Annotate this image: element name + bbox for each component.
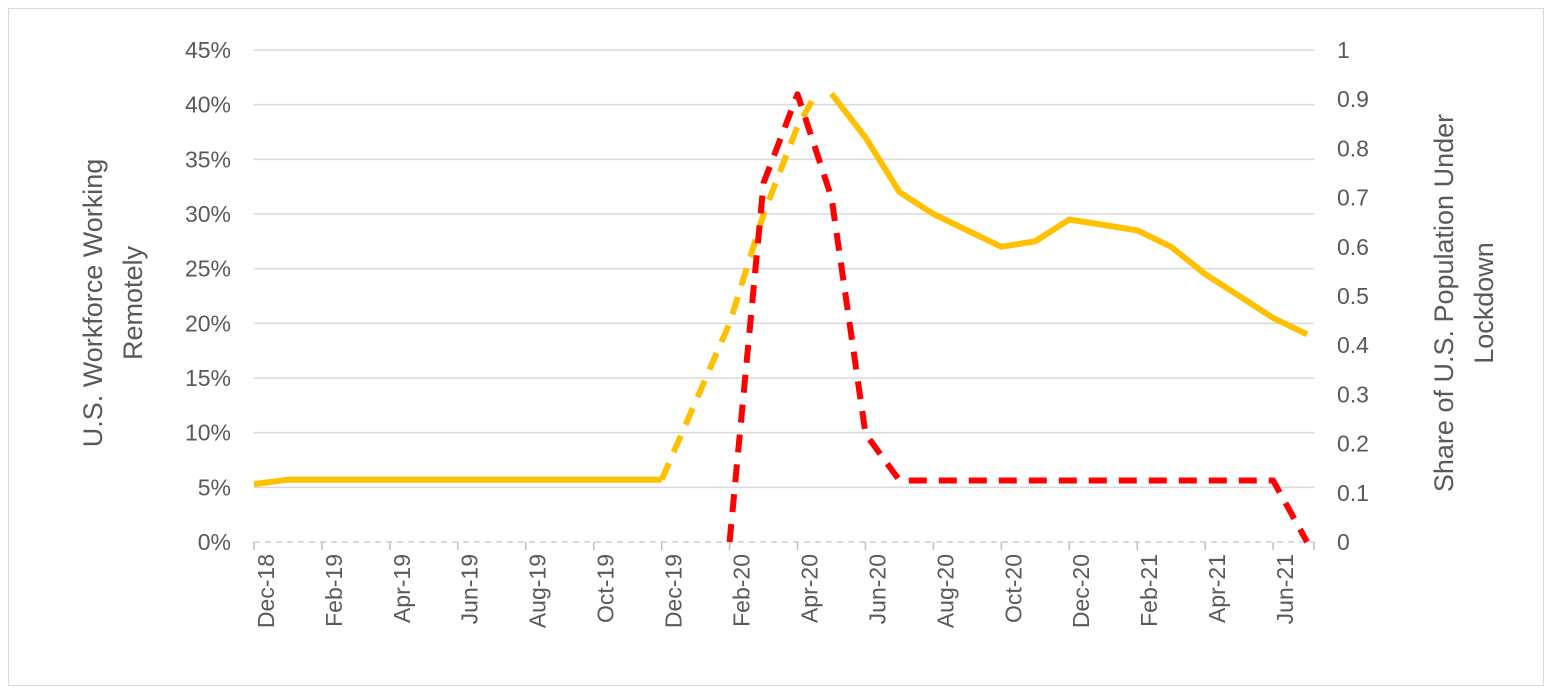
x-tick-label: Jun-21	[1272, 554, 1298, 624]
y-left-tick-label: 25%	[185, 256, 231, 282]
y-axis-left-title-line1: U.S. Workforce Working	[78, 159, 108, 448]
x-tick-label: Feb-19	[321, 554, 347, 627]
y-left-tick-label: 35%	[185, 146, 231, 172]
x-tick-label: Oct-20	[1000, 554, 1026, 623]
y-right-tick-label: 0.4	[1337, 332, 1369, 358]
y-axis-left-title-line2: Remotely	[118, 245, 148, 360]
y-left-tick-label: 30%	[185, 201, 231, 227]
y-right-tick-label: 0.2	[1337, 431, 1369, 457]
remote-work-series-line-1	[253, 476, 662, 488]
x-tick-label: Apr-20	[796, 554, 822, 623]
y-left-tick-label: 10%	[185, 420, 231, 446]
x-tick-label: Oct-19	[593, 554, 619, 623]
y-right-tick-label: 0.8	[1337, 135, 1369, 161]
lockdown-series-line	[726, 91, 1310, 544]
y-left-tick-label: 20%	[185, 310, 231, 336]
x-tick-label: Dec-19	[661, 554, 687, 628]
y-axis-right-title-line1: Share of U.S. Population Under	[1429, 114, 1459, 492]
y-right-tick-label: 0.5	[1337, 283, 1369, 309]
x-tick-label: Aug-19	[525, 554, 551, 628]
y-left-tick-label: 0%	[198, 529, 231, 555]
y-left-tick-label: 15%	[185, 365, 231, 391]
y-axis-right-title-line2: Lockdown	[1469, 242, 1499, 364]
remote-work-series-line-2	[658, 92, 819, 481]
y-left-tick-label: 40%	[185, 92, 231, 118]
remote-work-series-line-3	[829, 91, 1309, 338]
x-tick-label: Jun-20	[864, 554, 890, 624]
y-right-tick-label: 0.6	[1337, 234, 1369, 260]
x-tick-label: Feb-21	[1136, 554, 1162, 627]
x-tick-label: Dec-20	[1068, 554, 1094, 628]
y-right-tick-label: 0.7	[1337, 185, 1369, 211]
y-right-tick-label: 0.9	[1337, 86, 1369, 112]
y-right-tick-label: 0.3	[1337, 381, 1369, 407]
y-right-tick-label: 0	[1337, 529, 1350, 555]
x-tick-label: Aug-20	[932, 554, 958, 628]
chart-frame: 0% 5% 10% 15% 20% 25% 30% 35% 40% 45% 0 0.1 0.2 0.3 0…	[8, 8, 1544, 686]
x-tick-label: Feb-20	[728, 554, 754, 627]
y-left-tick-label: 5%	[198, 474, 231, 500]
chart-svg: 0% 5% 10% 15% 20% 25% 30% 35% 40% 45% 0 0.1 0.2 0.3 0…	[78, 37, 1499, 628]
y-right-tick-label: 0.1	[1337, 480, 1369, 506]
x-tick-label: Dec-18	[253, 554, 279, 628]
y-left-tick-label: 45%	[185, 37, 231, 63]
y-right-tick-label: 1	[1337, 37, 1350, 63]
x-tick-label: Apr-19	[389, 554, 415, 623]
x-tick-label: Apr-21	[1204, 554, 1230, 623]
x-tick-label: Jun-19	[457, 554, 483, 624]
